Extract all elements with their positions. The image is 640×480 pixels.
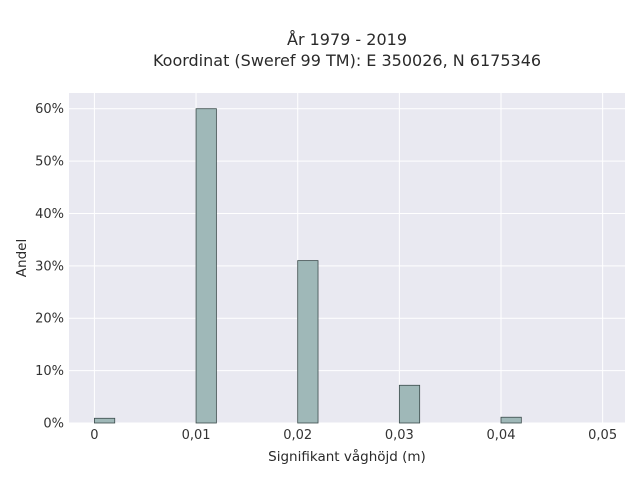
chart-title-line-1: År 1979 - 2019: [287, 30, 407, 49]
plot-area: [69, 93, 625, 423]
y-tick-label: 60%: [35, 102, 64, 117]
x-tick-label: 0,05: [588, 428, 617, 443]
histogram-bar: [297, 260, 319, 424]
chart-title-line-2: Koordinat (Sweref 99 TM): E 350026, N 61…: [153, 51, 541, 70]
x-tick-label: 0,01: [182, 428, 211, 443]
histogram-bar: [500, 416, 522, 424]
gridlines: [69, 93, 625, 424]
x-tick-label: 0,04: [487, 428, 516, 443]
histogram-bar: [195, 108, 217, 424]
histogram-bar: [94, 417, 116, 424]
bars: [94, 108, 522, 424]
x-tick-label: 0,02: [283, 428, 312, 443]
y-tick-label: 0%: [43, 417, 64, 432]
y-tick-label: 50%: [35, 155, 64, 170]
y-tick-labels: 0% 10% 20% 30% 40% 50% 60%: [35, 102, 64, 431]
x-tick-labels: 0 0,01 0,02 0,03 0,04 0,05: [90, 428, 617, 443]
x-axis-label: Signifikant våghöjd (m): [268, 448, 426, 465]
y-tick-label: 20%: [35, 312, 64, 327]
y-tick-label: 40%: [35, 207, 64, 222]
y-tick-label: 30%: [35, 259, 64, 274]
y-axis-label: Andel: [14, 239, 30, 277]
y-tick-label: 10%: [35, 364, 64, 379]
x-tick-label: 0,03: [385, 428, 414, 443]
x-tick-label: 0: [90, 428, 98, 443]
histogram-bar: [398, 384, 421, 424]
